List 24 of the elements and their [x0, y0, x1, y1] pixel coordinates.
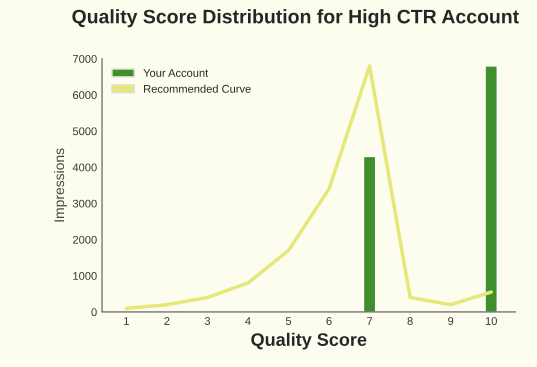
x-tick-label: 8	[408, 317, 413, 325]
x-tick-label: 3	[204, 317, 210, 325]
y-tick-label: 6000	[73, 91, 97, 100]
y-tick-label: 3000	[72, 200, 97, 208]
x-tick-label: 7	[367, 317, 372, 325]
x-tick-label: 5	[286, 317, 292, 325]
line-series	[124, 64, 493, 310]
x-axis-title: Quality Score	[251, 332, 366, 350]
x-tick-label: 4	[245, 317, 251, 325]
chart-title: Quality Score Distribution for High CTR Account	[72, 9, 519, 28]
y-tick-label: 5000	[72, 127, 97, 136]
y-tick-label: 0	[91, 308, 97, 316]
y-tick-label: 2000	[73, 236, 97, 244]
x-tick-label: 1	[124, 317, 129, 325]
y-tick-label: 1000	[73, 272, 97, 280]
y-axis-title: Impressions	[54, 148, 67, 222]
x-tick-label: 9	[448, 317, 454, 325]
x-tick-label: 6	[326, 317, 332, 325]
y-tick-label: 7000	[73, 54, 97, 63]
legend-label: Recommended Curve	[144, 84, 251, 93]
x-tick-label: 2	[164, 317, 170, 325]
x-tick-label: 10	[486, 317, 497, 325]
y-tick-label: 4000	[72, 164, 97, 172]
legend-label: Your Account	[143, 69, 208, 77]
